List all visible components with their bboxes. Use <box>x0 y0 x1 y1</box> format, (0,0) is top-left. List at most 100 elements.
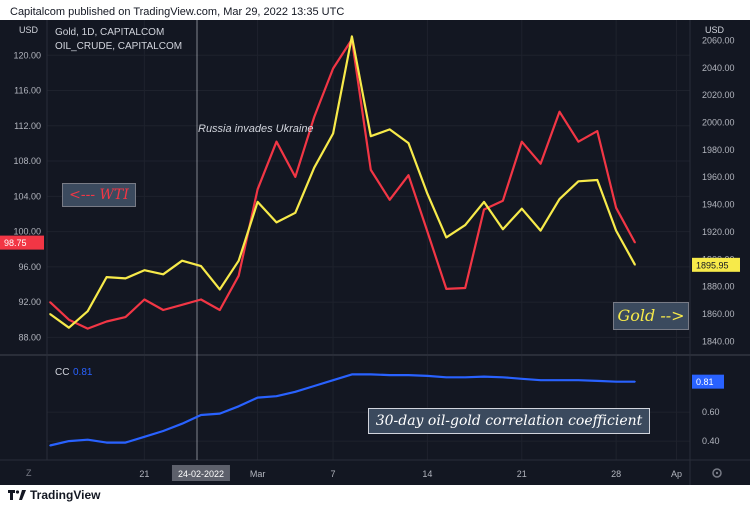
oil-point <box>407 174 410 176</box>
publisher-header: Capitalcom published on TradingView.com,… <box>10 6 345 18</box>
cc-point <box>502 376 504 379</box>
oil-point <box>256 188 259 191</box>
oil-point <box>105 320 108 323</box>
correlation-annotation: 30-day oil-gold correlation coefficient <box>368 408 650 434</box>
gold-point <box>105 276 108 278</box>
cc-point <box>313 385 315 387</box>
cc-point <box>615 380 617 383</box>
cc-point <box>634 380 636 383</box>
gold-point <box>539 229 542 232</box>
cc-point <box>162 430 165 432</box>
oil-line <box>49 38 636 330</box>
time-axis-label: Mar <box>250 469 266 479</box>
oil-point <box>502 199 504 202</box>
oil-point <box>332 67 334 70</box>
oil-last-value-bg <box>0 235 44 250</box>
gold-point <box>596 179 599 181</box>
gold-point <box>275 221 278 224</box>
oil-point <box>464 287 466 289</box>
gold-annotation: Gold --> <box>613 302 689 330</box>
currency-label-right: USD <box>705 25 725 35</box>
left-axis-tick: 104.00 <box>13 191 41 201</box>
cc-point <box>68 440 70 442</box>
left-axis-tick: 100.00 <box>13 227 41 237</box>
oil-point <box>86 327 89 330</box>
tradingview-brand: TradingView <box>30 488 101 502</box>
left-axis-tick: 92.00 <box>18 297 41 307</box>
series-layer: 98.75 1895.95 0.81 <box>0 35 740 447</box>
cc-point <box>445 376 448 379</box>
oil-point <box>219 309 221 311</box>
right-axis-tick: 1880.00 <box>702 282 735 292</box>
legend-gold: Gold, 1D, CAPITALCOM <box>55 27 164 38</box>
gold-point <box>49 313 51 315</box>
cc-point <box>143 435 146 438</box>
cc-axis-tick: 0.40 <box>702 436 720 446</box>
oil-point <box>162 309 165 311</box>
cc-point <box>256 396 259 399</box>
wti-annotation: <--- WTI <box>62 183 136 207</box>
time-axis-label: Ap <box>671 469 682 479</box>
tradingview-footer: TradingView <box>8 488 100 502</box>
currency-label-left: USD <box>19 25 39 35</box>
gold-point <box>483 201 485 203</box>
gold-point <box>200 265 202 267</box>
oil-point <box>200 298 202 301</box>
cc-point <box>200 414 202 416</box>
cc-point <box>558 379 561 382</box>
settings-gear-icon[interactable] <box>712 468 722 478</box>
oil-point <box>294 176 297 178</box>
gold-point <box>558 198 561 200</box>
oil-point <box>634 241 636 244</box>
cc-point <box>388 374 391 376</box>
oil-point <box>615 206 617 209</box>
cc-point <box>219 412 221 415</box>
gold-point <box>162 273 165 276</box>
oil-point <box>558 110 561 113</box>
time-axis-label: 24-02-2022 <box>178 469 224 479</box>
left-axis: 88.00 92.00 96.00 100.00 104.00 108.00 112.00 1… <box>13 50 41 342</box>
gold-point <box>68 326 70 329</box>
cc-point <box>464 376 466 379</box>
oil-point <box>483 208 485 211</box>
left-axis-tick: 116.00 <box>14 86 41 96</box>
chart-canvas[interactable]: 88.00 92.00 96.00 100.00 104.00 108.00 112.00 1… <box>0 20 750 485</box>
event-date-highlight <box>171 465 230 481</box>
cc-legend-value: 0.81 <box>73 367 93 378</box>
left-axis-tick: 96.00 <box>18 262 41 272</box>
right-axis-tick: 1940.00 <box>702 200 735 210</box>
right-axis-tick: 2060.00 <box>702 36 735 46</box>
gold-point <box>86 310 89 313</box>
cc-point <box>539 379 542 382</box>
time-axis-label: 28 <box>611 469 621 479</box>
cc-point <box>86 438 89 441</box>
gold-point <box>256 201 259 203</box>
oil-point <box>388 199 391 201</box>
cc-last-value-bg <box>692 374 724 389</box>
cc-point <box>577 379 580 382</box>
cc-axis: 0.40 0.60 <box>702 407 720 446</box>
right-axis-tick: 1860.00 <box>702 309 735 319</box>
gold-point <box>388 128 391 131</box>
oil-series <box>49 38 636 330</box>
oil-last-value: 98.75 <box>4 238 27 248</box>
oil-point <box>68 318 70 321</box>
oil-point <box>49 301 51 303</box>
event-label: Russia invades Ukraine <box>198 123 314 135</box>
gold-point <box>294 211 297 214</box>
gold-series <box>49 35 636 329</box>
cc-point <box>596 380 599 382</box>
time-axis-label: 21 <box>517 469 527 479</box>
cc-point <box>426 375 429 377</box>
time-axis-label: 21 <box>139 469 149 479</box>
cc-point <box>181 422 183 425</box>
oil-point <box>577 140 580 143</box>
oil-point <box>539 162 542 165</box>
gold-point <box>332 132 334 135</box>
scale-mode-label[interactable]: Z <box>26 468 32 478</box>
cc-point <box>520 377 523 380</box>
gold-point <box>143 269 146 272</box>
cc-point <box>351 373 353 376</box>
gold-point <box>370 135 372 138</box>
gold-point <box>219 288 221 291</box>
